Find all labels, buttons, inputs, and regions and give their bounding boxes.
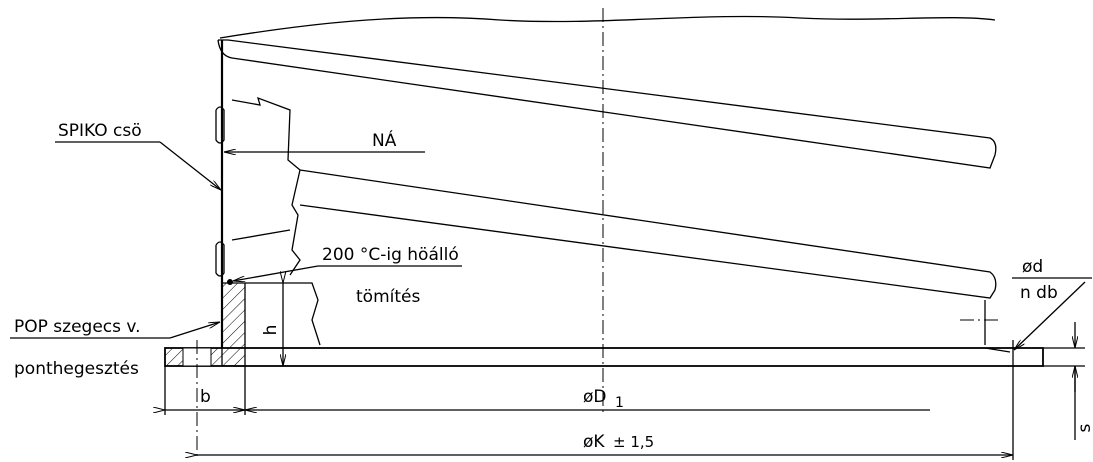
label-pop: POP szegecs v. [14,317,141,337]
label-h: h [261,325,281,336]
label-k-tolerance: ± 1,5 [613,433,654,451]
label-n: n db [1020,283,1058,303]
geometry [10,8,1092,460]
label-d1-sub: 1 [615,395,624,411]
label-b: b [200,387,211,407]
label-na: NÁ [372,129,397,151]
label-temp: 200 °C-ig höálló [322,245,459,265]
label-s: s [1075,423,1093,432]
label-d1: øD [583,387,607,407]
label-k: øK [583,432,605,452]
label-spiko: SPIKO csö [58,121,142,141]
label-weld: ponthegesztés [14,359,139,379]
labels: SPIKO csö NÁ 200 °C-ig höálló tömítés PO… [14,121,1093,452]
label-seal: tömítés [356,287,420,307]
label-d: ød [1022,257,1043,277]
